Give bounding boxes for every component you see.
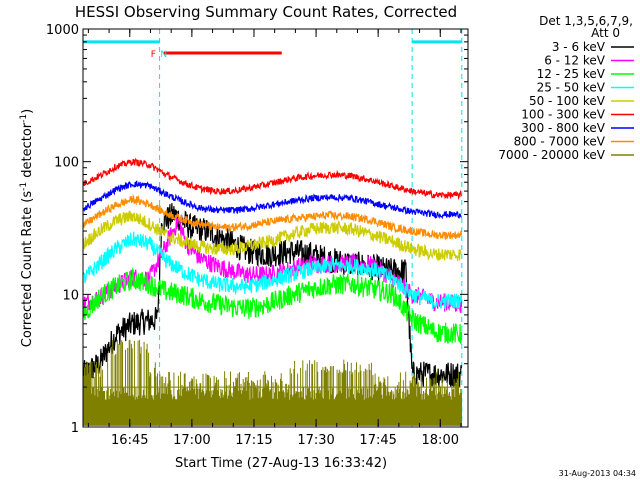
- series-line-4: [83, 210, 462, 262]
- x-tick-label: 17:30: [297, 433, 334, 448]
- series-line-7: [83, 193, 463, 241]
- legend-label: 300 - 800 keV: [521, 121, 605, 135]
- annotation-f: F: [151, 50, 156, 60]
- series-line-2: [83, 267, 463, 345]
- legend-label: 100 - 300 keV: [521, 108, 605, 122]
- x-tick-label: 17:15: [235, 433, 272, 448]
- y-tick-label: 10: [62, 288, 79, 303]
- legend-label: 50 - 100 keV: [529, 94, 606, 108]
- legend-label: 12 - 25 keV: [537, 67, 606, 81]
- x-tick-label: 17:45: [359, 433, 396, 448]
- x-tick-label: 17:00: [173, 433, 210, 448]
- y-tick-label: 1: [71, 421, 79, 436]
- y-axis-label-main: Corrected Count Rate (s: [20, 191, 35, 348]
- plot-frame: [82, 28, 469, 428]
- x-tick-label: 16:45: [111, 433, 148, 448]
- chart-title: HESSI Observing Summary Count Rates, Cor…: [75, 3, 457, 21]
- y-axis-label: Corrected Count Rate (s-1 detector-1): [19, 109, 35, 347]
- legend-header-line-1: Det 1,3,5,6,7,9,: [539, 14, 633, 28]
- series-line-3: [83, 231, 463, 309]
- annotation-n: N: [160, 50, 167, 60]
- legend-label: 6 - 12 keV: [544, 54, 606, 68]
- y-axis-label-sup1: -1: [19, 182, 29, 191]
- legend-label: 7000 - 20000 keV: [498, 148, 605, 162]
- series-line-5: [83, 157, 463, 201]
- legend-label: 3 - 6 keV: [552, 40, 606, 54]
- series-line-0: [83, 203, 463, 389]
- y-axis-label-end: ): [20, 109, 35, 114]
- series-line-6: [83, 180, 462, 220]
- y-tick-label: 1000: [46, 23, 79, 38]
- legend-label: 800 - 7000 keV: [514, 135, 606, 149]
- series-line-olive: [83, 339, 462, 426]
- x-tick-label: 18:00: [422, 433, 459, 448]
- x-axis-label: Start Time (27-Aug-13 16:33:42): [175, 456, 387, 471]
- y-axis-label-sup2: -1: [19, 114, 29, 123]
- y-tick-label: 100: [54, 156, 79, 171]
- legend-header-line-2: Att 0: [591, 26, 620, 40]
- y-axis-label-mid: detector: [20, 122, 35, 182]
- footer-timestamp: 31-Aug-2013 04:34: [559, 469, 636, 478]
- legend-label: 25 - 50 keV: [537, 81, 606, 95]
